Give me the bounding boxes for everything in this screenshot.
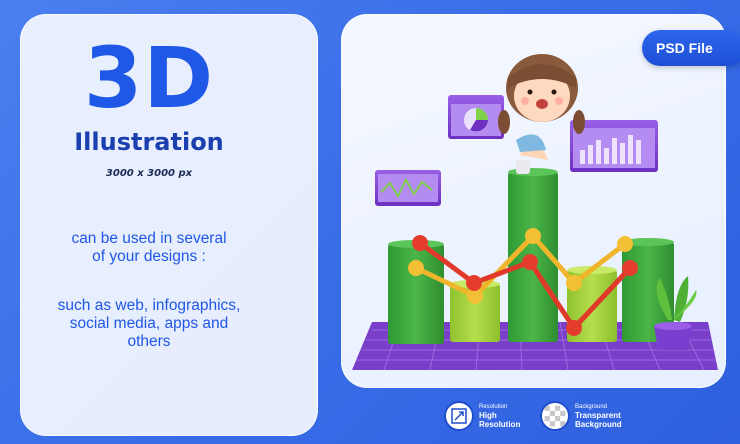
headline-3d: 3D xyxy=(83,29,215,127)
usage-line: such as web, infographics, xyxy=(57,297,241,314)
usage-text: such as web, infographics, social media,… xyxy=(0,297,298,351)
yellow-line xyxy=(408,228,633,304)
potted-plant xyxy=(654,276,697,350)
girl-character xyxy=(498,54,585,174)
feature-resolution: Resolution High Resolution xyxy=(444,398,520,434)
expand-arrows-icon xyxy=(444,401,474,431)
feature-value: Transparent xyxy=(575,411,621,420)
feature-value: High xyxy=(479,411,497,420)
feature-background: Background Transparent Background xyxy=(540,398,622,434)
bar-chart-panel xyxy=(570,120,658,172)
feature-label: Resolution xyxy=(479,404,508,410)
dimensions-text: 3000 x 3000 px xyxy=(105,168,193,179)
description-line: of your designs : xyxy=(92,248,206,265)
info-card xyxy=(20,14,318,436)
psd-file-badge: PSD File xyxy=(642,30,740,66)
feature-label: Background xyxy=(575,404,608,410)
red-line xyxy=(412,235,638,336)
pie-chart-panel xyxy=(448,95,504,139)
feature-value: Resolution xyxy=(479,420,521,429)
usage-line: social media, apps and xyxy=(69,315,229,332)
line-chart-panel xyxy=(375,170,441,206)
usage-line: others xyxy=(127,333,171,350)
checkerboard-icon xyxy=(540,401,570,431)
feature-value: Background xyxy=(575,420,622,429)
subheadline: Illustration xyxy=(74,128,224,156)
description-line: can be used in several xyxy=(71,230,227,247)
description-text: can be used in several of your designs : xyxy=(0,230,298,266)
